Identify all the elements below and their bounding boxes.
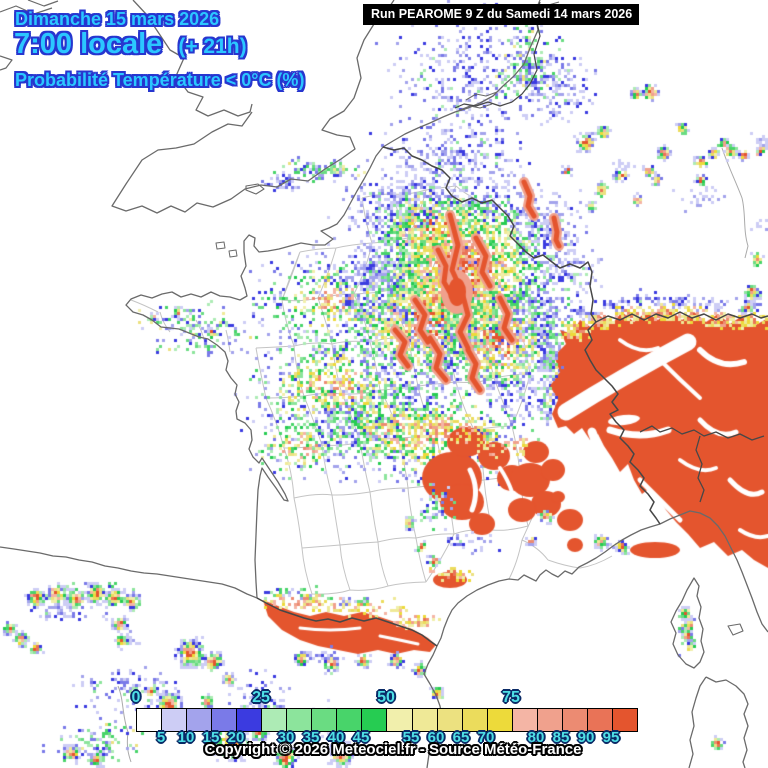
legend-minor-tick-label: 30 [277,729,295,746]
coastline-mediterranean [436,510,768,647]
legend-minor-tick-label: 5 [156,729,166,746]
legend-major-tick-label: 0 [131,689,141,706]
copyright-notice: Copyright © 2026 Meteociel.fr - Source M… [204,741,582,758]
probability-color-scale [136,708,638,732]
legend-cell [412,709,438,731]
legend-major-tick-label: 75 [502,689,520,706]
border-alps-internal [695,435,705,503]
legend-minor-tick-label: 55 [402,729,420,746]
border-switzerland-germany [595,311,768,323]
coastline-sardinia-east [705,676,749,768]
legend-major-tick-label: 25 [252,689,270,706]
coastline-isle-of-wight [245,183,265,195]
coastline-sardinia-west [688,676,707,768]
legend-cell [162,709,188,731]
legend-cell [537,709,563,731]
legend-minor-tick-label: 35 [302,729,320,746]
coastline-scheldt-inlet2 [459,103,493,111]
coastline-corsica [670,577,705,669]
legend-minor-tick-label: 85 [552,729,570,746]
coastline-channel-island2 [228,249,238,258]
legend-cell [562,709,588,731]
legend-cell [237,709,263,731]
legend-cell [312,709,338,731]
legend-cell [187,709,213,731]
border-france-belgium-germany [382,146,597,323]
parameter-subtitle: Probabilité Température < 0°C (%) [15,70,305,90]
coastline-scheldt-inlet [465,91,498,101]
time-label: 7:00 locale [14,28,163,60]
legend-minor-tick-label: 45 [352,729,370,746]
coastline-ireland-fragment2 [27,0,59,7]
legend-cell [512,709,538,731]
coastline-left-fragment [0,55,13,71]
legend-minor-tick-label: 40 [327,729,345,746]
legend-minor-tick-label: 10 [177,729,195,746]
date-label: Dimanche 15 mars 2026 [15,9,220,29]
coastline-channel-island [215,241,226,250]
coastline-england [111,0,395,214]
legend-cell [487,709,513,731]
legend-minor-tick-label: 95 [602,729,620,746]
border-belgium-netherlands [454,101,513,109]
legend-cell [287,709,313,731]
legend-minor-tick-label: 90 [577,729,595,746]
coastline-wales [132,0,253,117]
legend-major-tick-label: 50 [377,689,395,706]
legend-cell [337,709,363,731]
coastline-ireland-fragment [0,5,53,15]
border-france-spain [256,597,438,647]
legend-cell [387,709,413,731]
legend-minor-tick-label: 80 [527,729,545,746]
legend-minor-tick-label: 15 [202,729,220,746]
legend-cell [587,709,613,731]
legend-minor-tick-label: 65 [452,729,470,746]
coastline-spain-north [0,546,258,599]
legend-cell [212,709,238,731]
legend-cell [462,709,488,731]
legend-minor-tick-label: 20 [227,729,245,746]
legend-cell [262,709,288,731]
coastline-elba [727,623,744,636]
valid-time-line: 7:00 locale (+ 21h) [14,28,247,61]
legend-minor-tick-label: 70 [477,729,495,746]
border-france-switzerland-italy [584,321,661,525]
coastline-spain-east [423,645,443,768]
model-run-info: Run PEAROME 9 Z du Samedi 14 mars 2026 [363,4,640,25]
border-switzerland-italy [639,425,765,441]
legend-cell [612,709,637,731]
legend-minor-tick-label: 60 [427,729,445,746]
legend-cell [437,709,463,731]
legend-cell [362,709,388,731]
forecast-offset-label: (+ 21h) [178,35,247,58]
legend-cell [137,709,163,731]
